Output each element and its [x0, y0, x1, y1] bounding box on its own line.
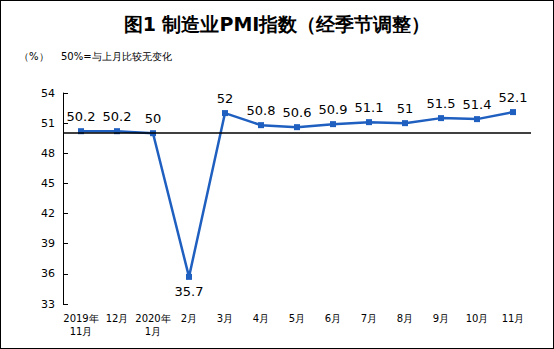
svg-text:51.4: 51.4: [463, 97, 492, 112]
svg-text:1月: 1月: [145, 326, 161, 337]
svg-text:36: 36: [41, 267, 55, 280]
svg-text:51: 51: [397, 101, 414, 116]
svg-text:42: 42: [41, 207, 55, 220]
svg-text:45: 45: [41, 177, 55, 190]
svg-text:5月: 5月: [289, 313, 305, 324]
svg-text:12月: 12月: [106, 313, 129, 324]
svg-text:11月: 11月: [70, 326, 93, 337]
svg-text:51.1: 51.1: [355, 100, 384, 115]
svg-text:50.6: 50.6: [283, 105, 312, 120]
svg-text:6月: 6月: [325, 313, 341, 324]
svg-text:52: 52: [217, 91, 234, 106]
svg-text:10月: 10月: [466, 313, 489, 324]
svg-text:50.2: 50.2: [67, 109, 96, 124]
svg-text:11月: 11月: [502, 313, 525, 324]
svg-text:50%=与上月比较无变化: 50%=与上月比较无变化: [61, 51, 172, 62]
svg-text:4月: 4月: [253, 313, 269, 324]
svg-text:3月: 3月: [217, 313, 233, 324]
svg-text:35.7: 35.7: [175, 284, 204, 299]
svg-text:51: 51: [41, 117, 55, 130]
svg-text:（%）: （%）: [19, 51, 49, 62]
svg-text:9月: 9月: [433, 313, 449, 324]
svg-text:7月: 7月: [361, 313, 377, 324]
svg-text:2019年: 2019年: [63, 313, 98, 324]
svg-text:50.9: 50.9: [319, 102, 348, 117]
svg-text:8月: 8月: [397, 313, 413, 324]
svg-text:48: 48: [41, 147, 55, 160]
svg-text:39: 39: [41, 237, 55, 250]
svg-text:33: 33: [41, 298, 55, 311]
svg-text:图1 制造业PMI指数（经季节调整）: 图1 制造业PMI指数（经季节调整）: [124, 13, 431, 35]
svg-text:51.5: 51.5: [427, 96, 456, 111]
svg-text:2月: 2月: [181, 313, 197, 324]
svg-text:52.1: 52.1: [499, 90, 528, 105]
svg-text:2020年: 2020年: [135, 313, 170, 324]
svg-text:54: 54: [41, 87, 55, 100]
svg-text:50.8: 50.8: [247, 103, 276, 118]
svg-text:50: 50: [145, 111, 162, 126]
svg-text:50.2: 50.2: [103, 109, 132, 124]
